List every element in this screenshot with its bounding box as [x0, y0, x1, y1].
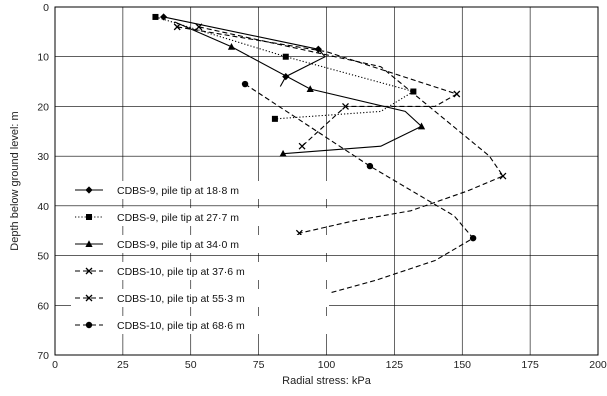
legend-label-5: CDBS-10, pile tip at 55·3 m — [117, 293, 245, 305]
legend-label-2: CDBS-9, pile tip at 27·7 m — [117, 212, 239, 224]
legend-marker-3 — [85, 240, 93, 247]
legend-entry-1: CDBS-9, pile tip at 18·8 m — [71, 181, 329, 199]
series-3-point-4 — [279, 149, 287, 157]
series-5-point-2 — [499, 172, 507, 180]
legend-entry-2: CDBS-9, pile tip at 27·7 m — [71, 208, 329, 226]
legend-entry-bg-1 — [71, 181, 329, 199]
legend-marker-5 — [85, 294, 93, 302]
series-1-point-2 — [314, 45, 322, 53]
series-4-point-4 — [298, 142, 306, 150]
y-tick-label-30: 30 — [37, 151, 49, 163]
legend-marker-4 — [85, 267, 93, 275]
legend-entry-bg-4 — [71, 262, 329, 280]
legend-label-3: CDBS-9, pile tip at 34·0 m — [117, 239, 239, 251]
series-line-5 — [198, 26, 504, 234]
legend-entry-bg-2 — [71, 208, 329, 226]
tick-labels: 0 25 50 75 100 125 150 175 200 0 10 20 30 40 50 60 70 — [37, 2, 607, 371]
x-tick-label-200: 200 — [589, 359, 607, 371]
legend-label-4: CDBS-10, pile tip at 37·6 m — [117, 266, 245, 278]
series-2-point-1 — [152, 13, 159, 20]
series-1-point-3 — [282, 73, 290, 81]
x-tick-label-100: 100 — [318, 359, 336, 371]
x-tick-label-0: 0 — [52, 359, 58, 371]
series-3-point-1 — [227, 42, 236, 50]
series-1-point-1 — [160, 13, 168, 21]
legend: CDBS-9, pile tip at 18·8 m CDBS-9, pile t… — [71, 181, 329, 334]
series-3-point-3 — [417, 122, 426, 130]
y-tick-label-0: 0 — [43, 2, 49, 14]
legend-marker-6 — [85, 321, 93, 329]
series-2-point-4 — [271, 115, 278, 122]
series-line-4 — [177, 26, 459, 147]
series-5-point-1 — [195, 23, 203, 31]
series-2 — [152, 13, 417, 122]
series-6-point-3 — [469, 234, 477, 242]
x-tick-label-25: 25 — [117, 359, 129, 371]
x-tick-label-150: 150 — [453, 359, 471, 371]
legend-label-6: CDBS-10, pile tip at 68·6 m — [117, 320, 245, 332]
series-layer — [152, 13, 507, 299]
series-2-point-2 — [282, 53, 289, 60]
series-2-point-3 — [410, 88, 417, 95]
legend-entry-4: CDBS-10, pile tip at 37·6 m — [71, 262, 329, 280]
series-3 — [174, 21, 426, 157]
series-6-point-2 — [366, 162, 374, 170]
series-4-point-2 — [453, 90, 461, 98]
y-tick-label-20: 20 — [37, 101, 49, 113]
series-4-point-3 — [342, 102, 349, 110]
legend-entry-5: CDBS-10, pile tip at 55·3 m — [71, 289, 329, 307]
y-axis-title: Depth below ground level: m — [9, 111, 21, 250]
legend-marker-1 — [85, 186, 93, 194]
y-tick-label-50: 50 — [37, 251, 49, 263]
x-axis-title: Radial stress: kPa — [282, 375, 372, 387]
legend-label-1: CDBS-9, pile tip at 18·8 m — [117, 185, 239, 197]
legend-entry-6: CDBS-10, pile tip at 68·6 m — [71, 316, 329, 334]
x-tick-label-125: 125 — [386, 359, 404, 371]
series-3-point-2 — [306, 85, 314, 93]
series-6-point-1 — [241, 80, 249, 88]
x-tick-label-75: 75 — [253, 359, 265, 371]
legend-marker-2 — [86, 214, 92, 220]
series-1 — [160, 13, 326, 87]
y-tick-label-40: 40 — [37, 201, 49, 213]
plot-frame — [54, 6, 599, 356]
legend-entry-bg-3 — [71, 235, 329, 253]
series-line-1 — [163, 16, 326, 87]
legend-entry-3: CDBS-9, pile tip at 34·0 m — [71, 235, 329, 253]
legend-entry-bg-5 — [71, 289, 329, 307]
series-4-point-1 — [173, 23, 181, 31]
series-4 — [173, 23, 461, 150]
x-tick-label-50: 50 — [185, 359, 197, 371]
y-tick-label-70: 70 — [37, 350, 49, 362]
y-tick-label-10: 10 — [37, 52, 49, 64]
y-tick-label-60: 60 — [37, 300, 49, 312]
x-tick-label-175: 175 — [521, 359, 539, 371]
legend-entry-bg-6 — [71, 316, 329, 334]
